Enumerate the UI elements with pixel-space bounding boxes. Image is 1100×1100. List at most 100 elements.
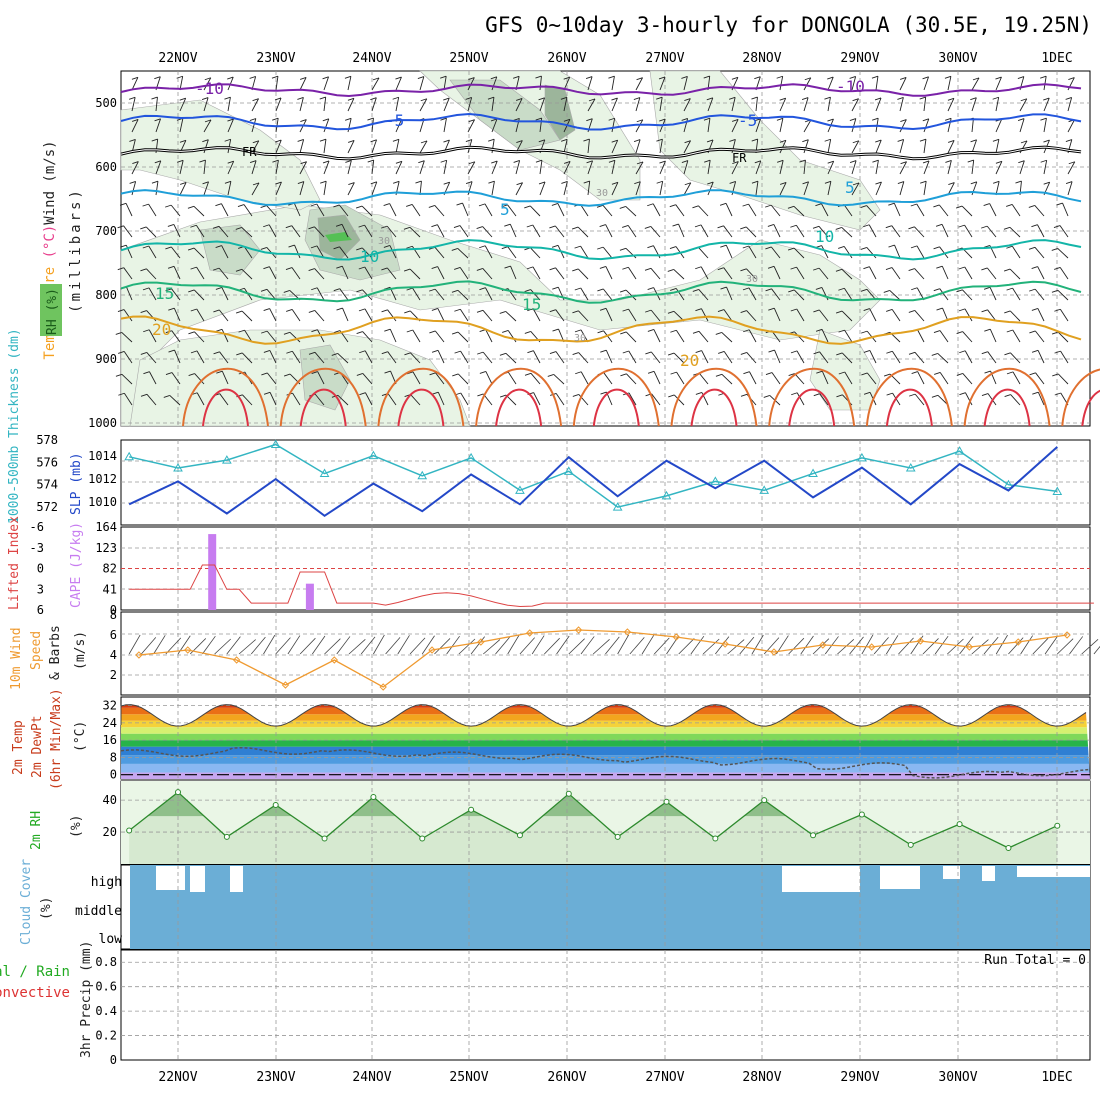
wind-barb-flag (429, 372, 436, 376)
wind-barb-flag (190, 224, 197, 228)
wind-axis-label: Wind (m/s) (42, 140, 58, 224)
surface-wind-barb (1057, 638, 1074, 655)
wind-barb (251, 182, 260, 196)
surface-wind-barb (397, 635, 410, 655)
wind-barb (821, 371, 829, 385)
wind-speed-point (281, 681, 290, 689)
wind-barb (482, 268, 493, 280)
wind-barb-flag (863, 349, 871, 353)
wind-barb (361, 247, 373, 259)
wind-barb-flag (454, 266, 461, 270)
wind-barb-flag (958, 224, 965, 228)
wind-barb (964, 224, 973, 238)
precip-legend-total: Total / Rain (0, 964, 70, 980)
wind-barb-flag (1032, 391, 1039, 395)
wind-barb-flag (922, 76, 929, 80)
wind-barb (611, 140, 619, 154)
wind-barb (203, 77, 212, 91)
wind-barb (269, 350, 277, 364)
wind-barb-flag (311, 371, 318, 374)
wind-barb-flag (936, 307, 943, 311)
wind-barb (675, 288, 685, 301)
wind-barb (347, 76, 352, 91)
wind-barb-flag (636, 161, 644, 165)
wind-barb (939, 330, 949, 343)
wind-barb (563, 139, 568, 154)
wind-barb-flag (588, 98, 596, 102)
wind-barb (563, 161, 571, 175)
wind-barb (1019, 118, 1025, 133)
wind-barb-flag (476, 226, 483, 230)
wind-barb-flag (597, 330, 604, 334)
wind-barb (131, 97, 136, 112)
wind-barb-flag (176, 75, 183, 79)
wind-barb-flag (454, 350, 461, 354)
wind-barb-flag (835, 227, 842, 230)
wind-barb-flag (299, 76, 307, 80)
wind-barb-flag (420, 98, 427, 102)
wind-barb-flag (300, 119, 307, 122)
surface-wind-barb (800, 635, 814, 655)
wind-barb (1067, 119, 1075, 133)
wind-barb (995, 161, 1003, 175)
isotherm-line-25 (963, 367, 1051, 427)
wind-barb (587, 160, 593, 175)
wind-barb-flag (703, 75, 710, 79)
wind-barb-flag (297, 96, 304, 100)
temp-band (121, 772, 1090, 779)
surface-wind-barb (421, 635, 435, 655)
wind-barb-flag (322, 76, 329, 80)
rh-label-30: 30 (596, 188, 608, 199)
wind-barb-flag (933, 330, 941, 333)
wind-barb-flag (372, 77, 380, 81)
pressure-lines (124, 439, 1063, 518)
wind-barb (169, 395, 181, 406)
wind-barb (218, 225, 229, 238)
axis-tick-label: 1010 (88, 495, 117, 509)
wind-barb-flag (310, 245, 318, 249)
wind-barb-flag (213, 309, 220, 313)
thickness-point (857, 452, 867, 462)
surface-wind-barb (678, 638, 695, 655)
wind-barb (700, 224, 709, 238)
wind-barb (707, 118, 711, 133)
wind-barb-flag (395, 76, 402, 80)
wind-barb (1012, 287, 1021, 301)
wind-barb (515, 160, 521, 175)
wind-barb (371, 97, 377, 112)
surface-wind-barb (128, 634, 141, 655)
wind-barb-flag (129, 181, 136, 184)
wind-barb-flag (288, 244, 295, 248)
wind-barb (891, 309, 901, 322)
wind-barb-flag (574, 329, 582, 333)
wind-barb-flag (151, 180, 159, 184)
wind-barb-flag (524, 331, 531, 334)
wind-barb (347, 160, 352, 175)
wind-barb (659, 160, 666, 175)
wind-barb (843, 288, 853, 301)
rh-line (128, 791, 1058, 849)
cloud-clear-gap (982, 866, 995, 881)
axis-tick-label: 123 (95, 541, 117, 555)
wind-barb-flag (1006, 203, 1013, 207)
wind-barb (193, 289, 205, 301)
rh-unit-label: (%) (69, 815, 84, 838)
wind-barb-flag (861, 372, 868, 376)
wind-barb-flag (516, 182, 523, 186)
wind-barb (611, 182, 619, 196)
wind-barb (314, 310, 325, 322)
slp-line (128, 446, 1058, 518)
wind-barb (914, 351, 925, 364)
wind-barb-flag (429, 330, 436, 334)
wind-barb-flag (790, 308, 797, 312)
wind-barb (553, 374, 565, 385)
wind-barb-flag (871, 75, 879, 79)
wind-barb-flag (751, 138, 758, 142)
wind-barb (1010, 394, 1021, 406)
wind-barb-flag (885, 225, 892, 229)
wind-barb (337, 394, 349, 406)
thickness-point (173, 462, 183, 472)
wind-barb-flag (190, 350, 198, 354)
wind-barb-flag (552, 286, 559, 290)
wind-barb (628, 308, 637, 322)
